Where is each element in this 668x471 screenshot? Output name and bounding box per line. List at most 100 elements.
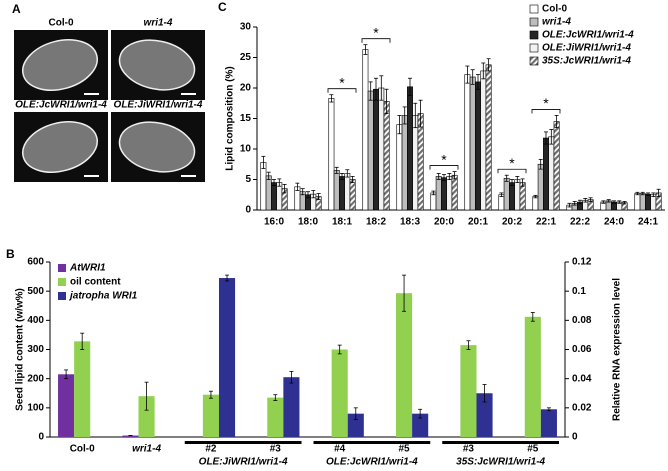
- bar: [373, 88, 379, 211]
- bar: [362, 49, 369, 211]
- legend-swatch: [529, 56, 539, 66]
- x-tick-label: Col-0: [70, 444, 95, 455]
- bar: [451, 174, 458, 211]
- legend-label: Col-0: [542, 4, 567, 15]
- significance-mark: *: [441, 151, 447, 167]
- bar: [347, 413, 364, 437]
- y-tick-label: 20: [240, 83, 252, 94]
- bar: [412, 115, 419, 211]
- y-axis-label: Lipid composition (%): [225, 66, 236, 170]
- bar: [218, 278, 236, 437]
- x-tick-label: #4: [334, 444, 346, 455]
- significance-bracket: [429, 165, 459, 170]
- x-tick-label: #5: [527, 444, 539, 455]
- bar: [441, 177, 447, 211]
- bar: [509, 182, 515, 211]
- bar: [475, 81, 481, 211]
- bar: [407, 86, 413, 211]
- y-tick-label: 10: [240, 144, 252, 155]
- bar: [519, 182, 526, 211]
- bar: [498, 194, 505, 211]
- group-label: OLE:JcWRI1/wri1-4: [326, 457, 418, 468]
- bar: [331, 349, 348, 437]
- x-tick-label: 22:2: [570, 217, 590, 228]
- bar: [634, 193, 641, 211]
- bar: [122, 435, 139, 437]
- bar: [650, 194, 657, 211]
- significance-bracket: [327, 88, 357, 93]
- bar: [267, 397, 284, 437]
- x-tick-label: 20:2: [502, 217, 522, 228]
- seed: [22, 39, 98, 91]
- bar: [271, 182, 277, 211]
- x-tick-label: #3: [463, 444, 475, 455]
- y2-tick-label: 0.08: [572, 315, 592, 326]
- legend-label: oil content: [70, 277, 121, 288]
- legend-label: AtWRI1: [69, 263, 106, 274]
- bar: [639, 193, 646, 211]
- significance-bracket: [361, 38, 391, 43]
- x-tick-label: 24:0: [604, 217, 624, 228]
- x-tick-label: 18:2: [366, 217, 386, 228]
- bar: [339, 176, 345, 211]
- y2-tick-label: 0.06: [572, 344, 592, 355]
- legend-swatch: [58, 264, 66, 272]
- bar: [514, 179, 521, 211]
- bar: [412, 413, 429, 437]
- bar: [265, 175, 272, 211]
- bar: [476, 393, 493, 437]
- legend-swatch: [58, 292, 66, 300]
- bar: [367, 90, 374, 211]
- bar: [553, 121, 560, 211]
- x-tick-label: wri1-4: [132, 444, 161, 455]
- x-tick-label: 20:1: [468, 217, 488, 228]
- bar: [58, 374, 75, 437]
- x-tick-label: 18:3: [400, 217, 420, 228]
- significance-bracket: [497, 168, 527, 174]
- x-tick-label: #2: [205, 444, 217, 455]
- significance-mark: *: [543, 95, 549, 111]
- bar: [503, 177, 510, 211]
- legend-label: wri1-4: [542, 17, 571, 28]
- group-label: OLE:JiWRI1/wri1-4: [199, 457, 288, 468]
- bar: [138, 396, 155, 437]
- y-tick-label: 30: [240, 22, 252, 33]
- bar: [435, 176, 442, 211]
- significance-mark: *: [373, 24, 379, 40]
- bar: [460, 345, 477, 437]
- legend-label: OLE:JiWRI1/wri1-4: [542, 43, 631, 54]
- y-tick-label: 400: [27, 315, 44, 326]
- bar: [333, 170, 340, 211]
- bar: [446, 176, 453, 211]
- bar: [260, 162, 267, 211]
- y-tick-label: 5: [245, 174, 251, 185]
- bar: [344, 173, 351, 211]
- bar: [283, 377, 300, 437]
- legend-swatch: [529, 4, 539, 14]
- seed: [22, 121, 98, 173]
- image-label: OLE:JiWRI1/wri1-4: [114, 100, 203, 111]
- bar: [401, 115, 408, 211]
- x-tick-label: 16:0: [264, 217, 284, 228]
- bar: [645, 193, 651, 211]
- y-tick-label: 300: [27, 344, 44, 355]
- y-tick-label: 0: [38, 432, 44, 443]
- legend-swatch: [529, 17, 539, 27]
- bar: [537, 163, 544, 211]
- seed: [118, 39, 196, 91]
- y-tick-label: 200: [27, 373, 44, 384]
- legend-label: OLE:JcWRI1/wri1-4: [542, 30, 634, 41]
- seed: [118, 121, 196, 173]
- x-tick-label: #5: [399, 444, 411, 455]
- x-tick-label: 22:1: [536, 217, 556, 228]
- bar: [464, 74, 471, 211]
- group-bar: [442, 441, 559, 444]
- bar: [383, 101, 390, 211]
- bar: [532, 196, 539, 211]
- legend-label: 35S:JcWRI1/wri1-4: [542, 56, 631, 67]
- bar: [74, 341, 91, 437]
- y-tick-label: 0: [245, 205, 251, 216]
- y2-tick-label: 0.1: [572, 286, 586, 297]
- bar: [480, 70, 487, 211]
